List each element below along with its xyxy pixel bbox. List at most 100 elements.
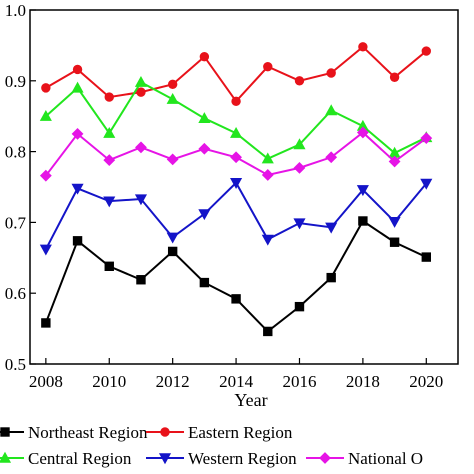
legend-item: Eastern Region: [146, 423, 293, 442]
data-point: [198, 142, 211, 155]
y-tick-label: 1.0: [5, 1, 26, 20]
x-tick-label: 2010: [92, 372, 126, 391]
data-point: [103, 126, 116, 138]
data-point: [167, 246, 178, 257]
x-tick-label: 2018: [346, 372, 380, 391]
x-tick-label: 2020: [409, 372, 443, 391]
data-point: [231, 294, 241, 304]
data-point: [72, 64, 83, 75]
data-point: [420, 132, 433, 145]
data-point: [71, 183, 84, 195]
data-point: [134, 194, 148, 206]
legend-item: Western Region: [146, 449, 297, 468]
plot-frame: [29, 9, 459, 365]
series-line: [44, 181, 428, 250]
data-point: [199, 277, 210, 288]
series-national-o: [39, 126, 433, 182]
data-point: [199, 52, 210, 62]
x-axis-title: Year: [234, 390, 267, 410]
data-point: [421, 46, 431, 56]
data-point: [103, 154, 116, 167]
data-point: [388, 155, 401, 168]
data-point: [72, 236, 83, 246]
series-western-region: [39, 178, 433, 256]
data-point: [136, 87, 146, 97]
y-tick-label: 0.8: [5, 143, 26, 162]
data-point: [230, 178, 243, 189]
data-point: [261, 234, 274, 246]
data-point: [39, 244, 52, 256]
data-point: [420, 178, 433, 190]
x-axis: 2008 2010 2012 2014 2016 2018 2020: [29, 358, 443, 391]
y-tick-label: 0.7: [5, 213, 27, 232]
y-axis: 0.5 0.6 0.7 0.8 0.9 1.0: [5, 1, 36, 374]
data-point: [293, 161, 306, 174]
data-point: [263, 326, 273, 337]
data-point: [261, 169, 274, 181]
data-point: [103, 196, 116, 208]
data-point: [136, 275, 146, 285]
series-line: [45, 80, 427, 160]
data-point: [198, 112, 211, 124]
data-point: [325, 222, 338, 234]
data-point: [167, 79, 178, 90]
data-point: [293, 218, 306, 230]
legend-label: Eastern Region: [188, 423, 293, 442]
data-point: [261, 152, 274, 164]
series-layer: [39, 42, 433, 337]
data-point: [326, 68, 336, 78]
legend-marker: [0, 427, 10, 437]
data-point: [326, 272, 336, 283]
data-point: [166, 232, 179, 244]
legend-marker: [160, 427, 170, 437]
data-point: [39, 109, 52, 121]
y-tick-label: 0.5: [5, 355, 26, 374]
data-point: [356, 185, 369, 197]
x-tick-label: 2012: [156, 372, 190, 391]
series-line: [45, 45, 427, 103]
data-point: [71, 81, 84, 93]
data-point: [104, 261, 114, 271]
data-point: [39, 169, 52, 182]
data-point: [294, 76, 305, 86]
data-point: [166, 153, 179, 166]
legend-item: Northeast Region: [0, 423, 148, 442]
data-point: [421, 252, 431, 262]
legend-marker: [158, 453, 172, 465]
data-point: [41, 318, 51, 328]
data-point: [263, 61, 273, 72]
data-point: [198, 209, 211, 221]
data-point: [389, 237, 400, 247]
data-point: [358, 216, 368, 226]
x-tick-label: 2016: [282, 372, 316, 391]
x-tick-label: 2008: [29, 372, 63, 391]
data-point: [294, 301, 305, 312]
data-point: [104, 92, 114, 102]
data-point: [389, 72, 400, 82]
y-tick-label: 0.6: [5, 284, 26, 303]
data-point: [356, 126, 369, 139]
data-point: [325, 151, 338, 164]
legend-item: Central Region: [0, 449, 132, 468]
data-point: [134, 75, 148, 87]
series-eastern-region: [41, 42, 431, 107]
legend: Northeast Region Eastern Region Central Re…: [0, 423, 423, 468]
data-point: [135, 141, 147, 154]
data-point: [166, 92, 179, 104]
legend-label: Central Region: [28, 449, 132, 468]
x-tick-label: 2014: [219, 372, 254, 391]
legend-marker: [319, 452, 331, 464]
data-point: [388, 216, 401, 228]
y-tick-label: 0.9: [5, 72, 26, 91]
series-northeast-region: [41, 216, 431, 337]
legend-item: National O: [306, 449, 423, 468]
data-point: [231, 96, 241, 107]
data-point: [358, 42, 368, 52]
legend-label: Northeast Region: [28, 423, 148, 442]
legend-label: National O: [348, 449, 423, 468]
series-line: [44, 219, 427, 333]
data-point: [325, 104, 338, 116]
legend-marker: [0, 451, 12, 463]
legend-label: Western Region: [188, 449, 297, 468]
